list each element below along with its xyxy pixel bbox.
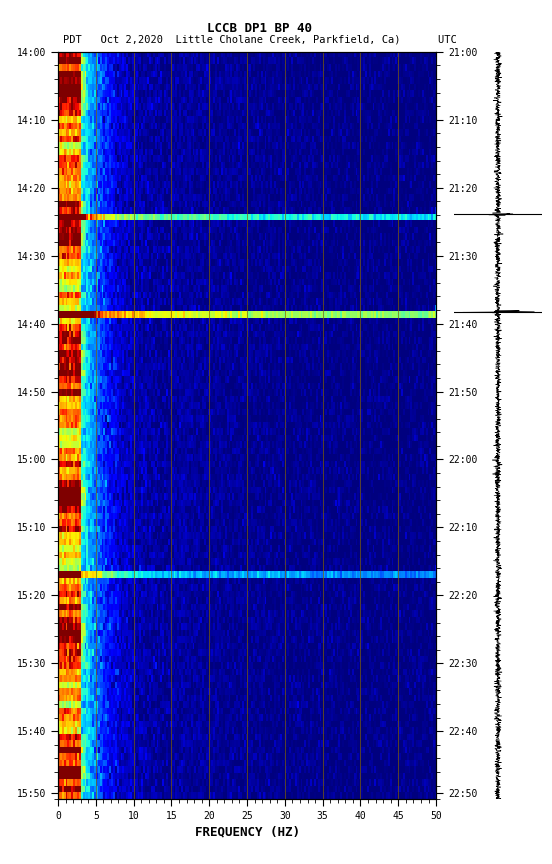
Text: PDT   Oct 2,2020  Little Cholane Creek, Parkfield, Ca)      UTC: PDT Oct 2,2020 Little Cholane Creek, Par… [62, 35, 457, 45]
X-axis label: FREQUENCY (HZ): FREQUENCY (HZ) [194, 825, 300, 838]
Text: LCCB DP1 BP 40: LCCB DP1 BP 40 [207, 22, 312, 35]
